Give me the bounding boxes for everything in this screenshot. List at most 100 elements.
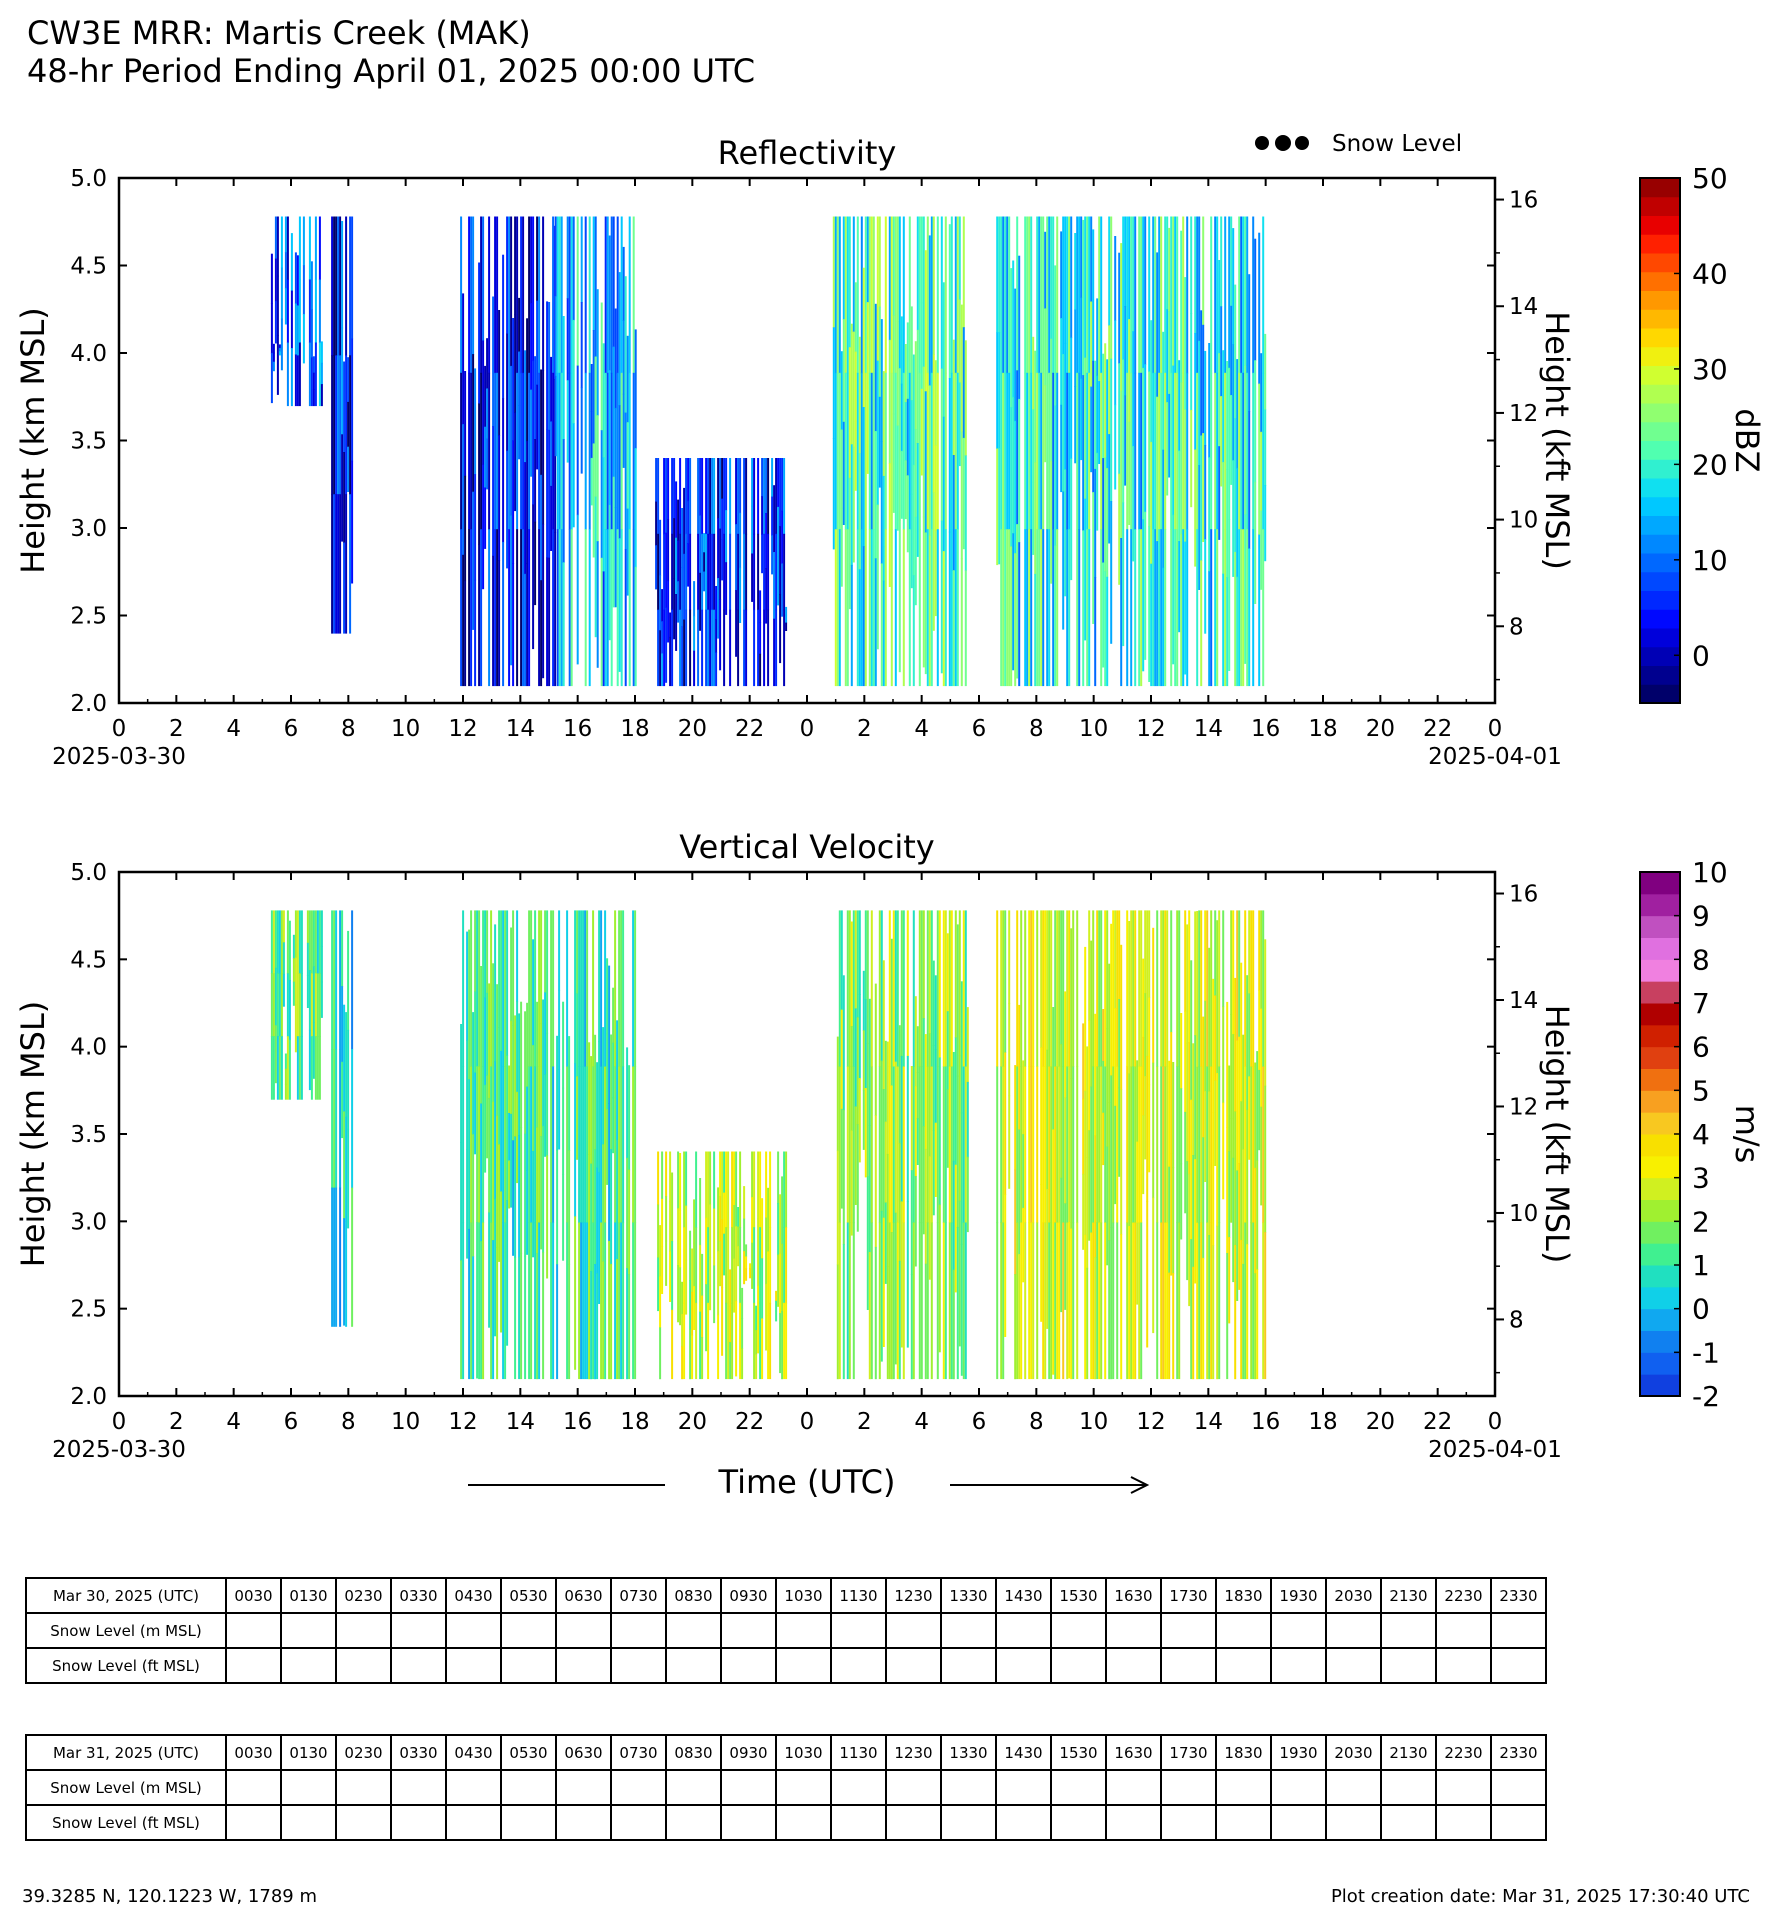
- echo-cell: [858, 910, 861, 995]
- echo-cell: [878, 1222, 881, 1380]
- echo-cell: [1042, 1066, 1045, 1224]
- echo-cell: [1138, 529, 1141, 687]
- table-time-header: 2130: [1380, 1577, 1437, 1614]
- echo-cell: [1136, 1141, 1139, 1224]
- echo-cell: [588, 1154, 591, 1268]
- echo-cell: [1022, 1207, 1025, 1283]
- echo-cell: [626, 1268, 629, 1380]
- echo-cell: [1196, 372, 1199, 530]
- colorbar-swatch: [1640, 609, 1680, 629]
- echo-cell: [934, 1049, 937, 1124]
- echo-cell: [691, 1291, 694, 1336]
- echo-cell: [1156, 1066, 1159, 1224]
- echo-cell: [546, 1032, 549, 1156]
- echo-cell: [550, 421, 553, 487]
- echo-cell: [1226, 469, 1229, 578]
- echo-cell: [318, 910, 321, 974]
- colorbar-swatch: [1640, 515, 1680, 535]
- echo-cell: [1186, 216, 1189, 374]
- table-cell: [335, 1769, 392, 1806]
- echo-cell: [707, 533, 710, 611]
- echo-cell: [950, 372, 953, 530]
- echo-cell: [1230, 910, 1233, 1015]
- echo-cell: [703, 533, 706, 553]
- echo-cell: [854, 910, 857, 1009]
- echo-cell: [916, 1118, 919, 1165]
- echo-cell: [858, 1078, 861, 1163]
- echo-cell: [717, 458, 720, 519]
- echo-cell: [681, 567, 684, 627]
- echo-cell: [1246, 529, 1249, 687]
- x-tick-label: 0: [1488, 1409, 1503, 1435]
- echo-cell: [948, 1066, 951, 1224]
- echo-cell: [314, 910, 317, 974]
- echo-cell: [757, 458, 760, 535]
- echo-cell: [1166, 1222, 1169, 1380]
- echo-cell: [761, 1198, 764, 1259]
- echo-cell: [745, 609, 748, 687]
- echo-cell: [320, 910, 323, 947]
- echo-cell: [946, 933, 949, 1012]
- echo-cell: [1234, 418, 1237, 553]
- echo-cell: [596, 1273, 599, 1380]
- echo-cell: [781, 458, 784, 512]
- echo-cell: [966, 1156, 969, 1233]
- echo-period: [460, 216, 557, 687]
- echo-cell: [1102, 1112, 1105, 1166]
- echo-cell: [1018, 255, 1021, 400]
- echo-cell: [1056, 910, 1059, 1067]
- echo-cell: [478, 403, 481, 546]
- echo-cell: [717, 578, 720, 639]
- y-right-tick-label: 10: [1509, 508, 1538, 534]
- echo-cell: [902, 529, 905, 687]
- echo-cell: [1148, 997, 1151, 1086]
- echo-cell: [1062, 354, 1065, 493]
- echo-cell: [506, 1055, 509, 1201]
- echo-cell: [506, 333, 509, 452]
- echo-cell: [628, 529, 631, 687]
- echo-cell: [685, 1151, 688, 1207]
- snow-level-marker-icon: [1255, 136, 1269, 150]
- echo-cell: [840, 351, 843, 431]
- echo-cell: [1052, 1251, 1055, 1375]
- echo-cell: [1152, 372, 1155, 530]
- echo-cell: [717, 518, 720, 579]
- echo-cell: [476, 910, 479, 1067]
- echo-cell: [622, 246, 625, 321]
- table-cell: [500, 1769, 557, 1806]
- echo-period: [657, 1151, 788, 1380]
- echo-cell: [290, 348, 293, 407]
- echo-cell: [1186, 372, 1189, 530]
- table-cell: [1325, 1804, 1382, 1841]
- echo-cell: [1024, 910, 1027, 1067]
- echo-cell: [1086, 529, 1089, 687]
- echo-cell: [944, 910, 947, 1067]
- echo-cell: [1126, 1222, 1129, 1380]
- echo-cell: [1236, 576, 1239, 687]
- echo-cell: [663, 458, 666, 535]
- echo-cell: [582, 1222, 585, 1380]
- echo-cell: [1072, 910, 1075, 1067]
- echo-cell: [532, 360, 535, 506]
- echo-cell: [870, 1222, 873, 1380]
- table-cell: [390, 1612, 447, 1649]
- echo-cell: [1116, 1066, 1119, 1224]
- echo-cell: [486, 388, 489, 440]
- echo-cell: [1228, 519, 1231, 671]
- echo-cell: [721, 1151, 724, 1220]
- echo-cell: [482, 464, 485, 590]
- echo-cell: [320, 341, 323, 364]
- y-right-tick-label: 14: [1509, 988, 1538, 1014]
- echo-cell: [1156, 541, 1159, 687]
- echo-cell: [1228, 1237, 1231, 1324]
- echo-cell: [846, 1066, 849, 1224]
- echo-cell: [632, 1222, 635, 1380]
- echo-cell: [1066, 1066, 1069, 1224]
- echo-cell: [550, 485, 553, 551]
- echo-cell: [683, 619, 686, 687]
- echo-cell: [1148, 910, 1151, 999]
- echo-cell: [1060, 318, 1063, 406]
- echo-cell: [618, 538, 621, 672]
- echo-cell: [850, 323, 853, 445]
- echo-cell: [958, 382, 961, 467]
